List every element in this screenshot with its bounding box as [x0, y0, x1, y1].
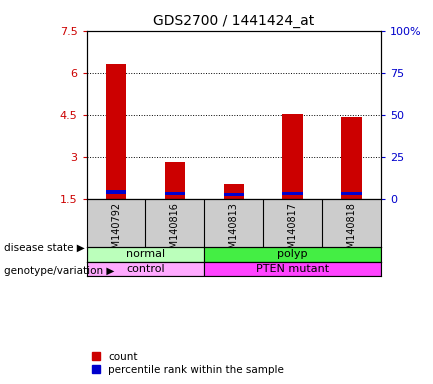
Bar	[87, 247, 204, 262]
Text: GSM140816: GSM140816	[170, 202, 180, 261]
Bar	[165, 162, 185, 199]
Legend: count, percentile rank within the sample: count, percentile rank within the sample	[92, 352, 284, 375]
Text: GSM140817: GSM140817	[288, 202, 298, 261]
Text: PTEN mutant: PTEN mutant	[256, 264, 329, 274]
Text: polyp: polyp	[278, 249, 308, 259]
Bar	[282, 192, 303, 195]
Bar	[106, 65, 126, 199]
Bar	[341, 192, 362, 195]
Bar	[223, 193, 244, 196]
Text: control: control	[126, 264, 165, 274]
Text: GSM140792: GSM140792	[111, 202, 121, 261]
Text: normal: normal	[126, 249, 165, 259]
Bar	[165, 192, 185, 195]
Text: GSM140818: GSM140818	[346, 202, 357, 261]
Text: disease state ▶: disease state ▶	[4, 243, 85, 253]
Bar	[341, 116, 362, 199]
Bar	[106, 190, 126, 194]
Text: GSM140813: GSM140813	[229, 202, 239, 261]
Text: genotype/variation ▶: genotype/variation ▶	[4, 266, 115, 276]
Bar	[204, 247, 381, 262]
Title: GDS2700 / 1441424_at: GDS2700 / 1441424_at	[153, 14, 314, 28]
Bar	[282, 114, 303, 199]
Bar	[223, 184, 244, 199]
Bar	[87, 262, 204, 276]
Bar	[204, 262, 381, 276]
